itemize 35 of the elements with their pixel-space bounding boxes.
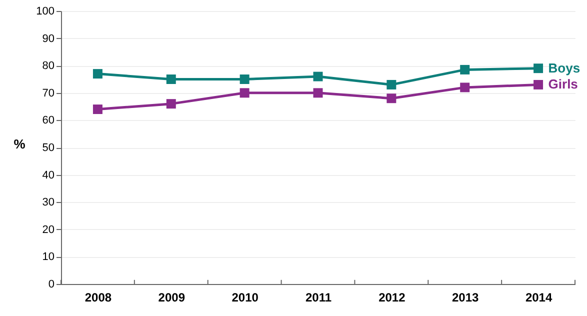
x-tick-label: 2012: [378, 290, 406, 304]
x-tick-label: 2009: [158, 290, 186, 304]
point: [313, 72, 323, 82]
point: [386, 80, 396, 90]
y-tick-label: 0: [48, 278, 54, 290]
y-tick-label: 80: [42, 60, 54, 72]
point: [166, 99, 176, 109]
point: [534, 80, 544, 90]
point: [460, 82, 470, 92]
point: [386, 94, 396, 104]
point: [166, 74, 176, 84]
y-tick-label: 70: [42, 87, 54, 100]
series-label: Girls: [548, 76, 578, 92]
y-tick-label: 50: [42, 142, 54, 154]
y-tick-label: 10: [42, 251, 54, 264]
point: [313, 88, 323, 98]
series-label: Boys: [548, 60, 580, 76]
point: [92, 104, 102, 114]
point: [240, 74, 250, 84]
x-tick-label: 2010: [232, 290, 259, 304]
point: [240, 88, 250, 98]
y-axis-title: %: [14, 136, 26, 152]
y-tick-label: 60: [42, 114, 54, 127]
y-tick-label: 100: [36, 6, 54, 18]
x-tick-label: 2008: [84, 290, 112, 304]
y-tick-label: 90: [42, 32, 54, 45]
point: [92, 69, 102, 79]
x-tick-label: 2013: [452, 290, 480, 304]
point: [460, 64, 470, 74]
y-tick-label: 30: [42, 196, 54, 209]
y-tick-label: 20: [42, 224, 54, 236]
y-tick-label: 40: [42, 169, 54, 182]
point: [534, 64, 544, 74]
x-tick-label: 2011: [305, 290, 332, 304]
x-tick-label: 2014: [525, 290, 552, 304]
